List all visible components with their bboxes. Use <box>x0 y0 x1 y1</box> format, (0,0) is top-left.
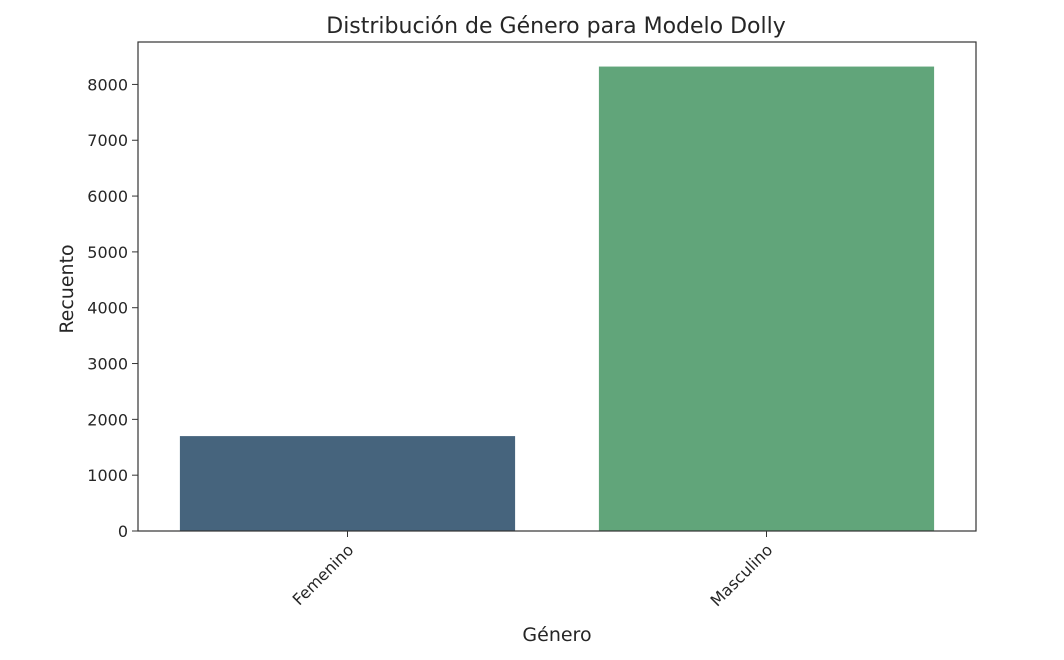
y-tick-label: 6000 <box>87 187 128 206</box>
x-tick-label: Femenino <box>289 540 358 609</box>
y-tick-label: 8000 <box>87 75 128 94</box>
chart-title: Distribución de Género para Modelo Dolly <box>326 14 786 39</box>
y-tick-label: 5000 <box>87 243 128 262</box>
y-tick-label: 7000 <box>87 131 128 150</box>
bar-femenino <box>179 436 516 531</box>
x-axis-label: Género <box>522 624 591 646</box>
y-tick-label: 3000 <box>87 355 128 374</box>
bars-group <box>179 66 935 531</box>
y-tick-label: 4000 <box>87 299 128 318</box>
x-tick-label: Masculino <box>707 540 777 610</box>
y-tick-label: 2000 <box>87 410 128 429</box>
y-axis: 0 1000 2000 3000 4000 5000 6000 7000 8000 <box>87 75 138 541</box>
bar-masculino <box>598 66 935 531</box>
y-axis-label: Recuento <box>56 244 78 333</box>
y-tick-label: 0 <box>118 522 128 541</box>
plot-frame <box>137 41 977 532</box>
x-axis: Femenino Masculino <box>289 531 777 610</box>
y-tick-label: 1000 <box>87 466 128 485</box>
